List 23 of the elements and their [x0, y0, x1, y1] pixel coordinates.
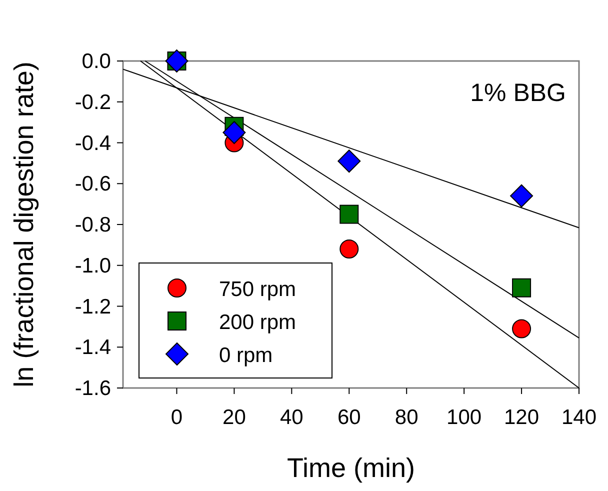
x-tick-label: 140	[561, 406, 597, 429]
y-tick-label: -1.0	[74, 254, 111, 278]
y-axis-title: ln (fractional digestion rate)	[9, 62, 39, 388]
annotation: 1% BBG	[470, 79, 566, 107]
legend-label: 0 rpm	[219, 344, 273, 367]
x-tick-label: 40	[280, 406, 304, 429]
y-tick-label: -0.4	[74, 132, 112, 155]
x-tick-label: 120	[504, 406, 540, 429]
x-tick-label: 100	[446, 406, 482, 429]
x-tick-label: 20	[222, 406, 246, 429]
y-tick-label: -0.2	[74, 90, 111, 114]
y-tick-label: -0.8	[74, 214, 111, 236]
x-tick-label: 60	[337, 406, 361, 429]
y-tick-label: -1.4	[74, 336, 112, 360]
legend-label: 200 rpm	[219, 311, 296, 334]
y-tick-label: -0.6	[74, 172, 111, 196]
x-tick-label: 0	[170, 406, 183, 429]
y-tick-label: -1.2	[74, 295, 111, 318]
y-tick-label: 0.0	[82, 50, 111, 73]
x-tick-label: 80	[394, 406, 418, 429]
x-axis-title: Time (min)	[287, 453, 415, 483]
y-tick-label: -1.6	[74, 377, 111, 400]
legend-label: 750 rpm	[219, 278, 296, 301]
